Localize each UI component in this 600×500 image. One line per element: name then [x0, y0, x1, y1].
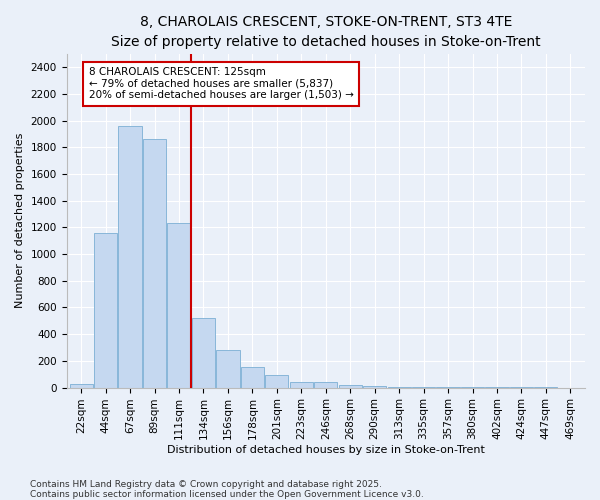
Title: 8, CHAROLAIS CRESCENT, STOKE-ON-TRENT, ST3 4TE
Size of property relative to deta: 8, CHAROLAIS CRESCENT, STOKE-ON-TRENT, S…	[111, 15, 541, 48]
Bar	[363, 386, 386, 388]
Bar	[70, 384, 93, 388]
Bar	[143, 140, 166, 388]
Bar	[314, 382, 337, 388]
Bar	[118, 126, 142, 388]
Bar	[167, 224, 191, 388]
Text: Contains HM Land Registry data © Crown copyright and database right 2025.
Contai: Contains HM Land Registry data © Crown c…	[30, 480, 424, 499]
Bar	[388, 387, 411, 388]
Y-axis label: Number of detached properties: Number of detached properties	[15, 133, 25, 308]
Bar	[338, 385, 362, 388]
Bar	[265, 375, 289, 388]
Bar	[192, 318, 215, 388]
X-axis label: Distribution of detached houses by size in Stoke-on-Trent: Distribution of detached houses by size …	[167, 445, 485, 455]
Bar	[217, 350, 239, 388]
Bar	[290, 382, 313, 388]
Bar	[241, 367, 264, 388]
Bar	[94, 232, 117, 388]
Text: 8 CHAROLAIS CRESCENT: 125sqm
← 79% of detached houses are smaller (5,837)
20% of: 8 CHAROLAIS CRESCENT: 125sqm ← 79% of de…	[89, 67, 353, 100]
